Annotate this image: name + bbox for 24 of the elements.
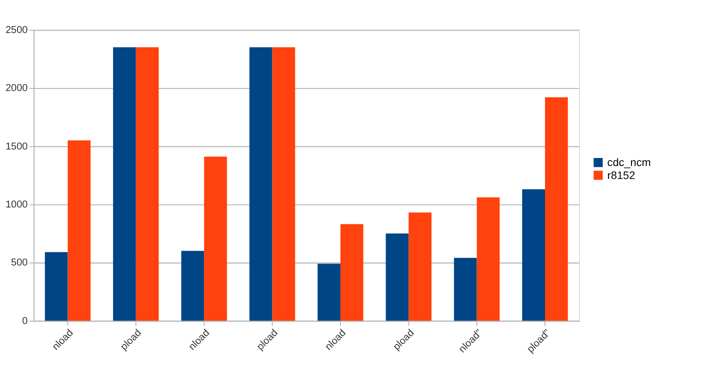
bar <box>408 212 432 321</box>
y-tick-label: 2500 <box>5 25 28 36</box>
bar <box>454 258 477 321</box>
bar <box>249 47 272 321</box>
y-tick-label: 2000 <box>5 83 28 94</box>
y-tick-label: 0 <box>22 316 28 327</box>
bar <box>476 197 500 321</box>
bar <box>545 97 568 321</box>
bar <box>272 47 296 321</box>
legend-label: cdc_ncm <box>607 157 651 170</box>
bar <box>68 140 91 321</box>
bar <box>340 224 364 321</box>
bar <box>113 47 136 321</box>
bar <box>386 233 409 321</box>
legend-label: r8152 <box>607 170 636 182</box>
bar <box>136 47 159 321</box>
bar <box>204 156 227 321</box>
y-tick-label: 1000 <box>5 200 28 211</box>
bar <box>181 250 204 321</box>
bar <box>522 189 545 321</box>
bar <box>318 264 340 321</box>
bar <box>44 252 68 321</box>
y-tick-label: 500 <box>11 258 28 269</box>
y-tick-label: 1500 <box>5 141 28 152</box>
